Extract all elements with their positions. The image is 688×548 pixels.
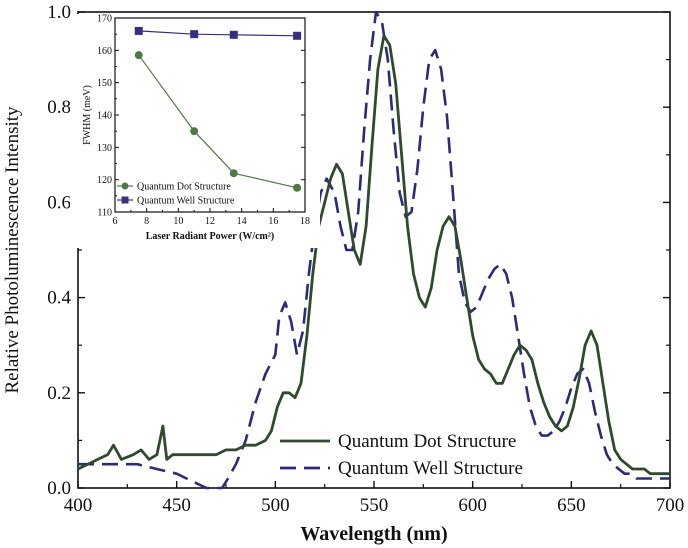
- inset-point-quantum-well: [190, 30, 199, 39]
- inset-x-tick-label: 18: [300, 216, 310, 227]
- main-y-tick-label: 0.8: [47, 97, 71, 118]
- inset-x-tick-label: 14: [237, 216, 247, 227]
- inset-series-line-quantum-dot: [138, 54, 298, 189]
- main-x-tick-label: 400: [64, 495, 93, 516]
- main-series-line-quantum-dot: [77, 34, 670, 476]
- inset-legend: Quantum Dot Structure Quantum Well Struc…: [117, 182, 235, 207]
- inset-x-tick-label: 12: [205, 216, 215, 227]
- main-y-axis-label: Relative Photoluminescence Intensity: [2, 106, 23, 394]
- main-x-tick-label: 600: [458, 495, 487, 516]
- main-x-tick-label: 500: [261, 495, 290, 516]
- main-x-tick-label: 450: [162, 495, 191, 516]
- legend-label-quantum-dot: Quantum Dot Structure: [338, 431, 516, 452]
- inset-y-tick-label: 170: [97, 14, 112, 25]
- inset-point-quantum-well: [229, 30, 238, 39]
- inset-point-quantum-dot: [190, 127, 199, 136]
- main-y-tick-label: 0.6: [47, 192, 71, 213]
- inset-legend-label-quantum-well: Quantum Well Structure: [137, 196, 235, 207]
- inset-series-group: [134, 26, 302, 192]
- main-legend: Quantum Dot Structure Quantum Well Struc…: [280, 431, 523, 479]
- main-series-group: [77, 10, 670, 490]
- inset-x-axis-label: Laser Radiant Power (W/cm²): [146, 231, 274, 242]
- main-x-tick-label: 550: [360, 495, 389, 516]
- inset-x-tick-label: 10: [173, 216, 183, 227]
- inset-axes-group: 6 8 10 12 14 16 18 110 120 130 140 150 160 170: [97, 14, 310, 228]
- main-y-tick-label: 0.4: [47, 288, 71, 309]
- inset-legend-marker-quantum-dot: [121, 182, 129, 190]
- inset-chart: 6 8 10 12 14 16 18 110 120 130 140 150 160 170 Laser …: [70, 14, 320, 248]
- main-x-tick-label: 650: [557, 495, 586, 516]
- main-y-tick-label: 0.2: [47, 383, 71, 404]
- inset-series-line-quantum-well: [138, 30, 298, 37]
- main-y-tick-label: 0.0: [47, 478, 71, 499]
- inset-point-quantum-dot: [229, 169, 238, 178]
- main-axes-group: 400 450 500 550 600 650 700 0.0 0.2 0.4 0.6 0.8 1.0: [47, 2, 684, 516]
- inset-x-tick-label: 16: [268, 216, 278, 227]
- main-x-tick-label: 700: [656, 495, 685, 516]
- inset-y-tick-label: 130: [97, 143, 112, 154]
- inset-point-quantum-dot: [293, 183, 302, 192]
- inset-x-tick-label: 8: [144, 216, 149, 227]
- inset-point-quantum-well: [293, 31, 302, 40]
- inset-point-quantum-dot: [134, 51, 143, 60]
- main-y-tick-label: 1.0: [47, 2, 71, 23]
- inset-x-tick-label: 6: [113, 216, 118, 227]
- inset-y-tick-label: 120: [97, 175, 112, 186]
- legend-label-quantum-well: Quantum Well Structure: [338, 458, 523, 479]
- inset-y-tick-label: 160: [97, 46, 112, 57]
- inset-y-tick-label: 150: [97, 78, 112, 89]
- inset-legend-marker-quantum-well: [121, 196, 129, 204]
- inset-y-tick-label: 110: [97, 208, 112, 219]
- inset-y-tick-label: 140: [97, 111, 112, 122]
- inset-y-axis-label: FWHM (meV): [82, 85, 93, 145]
- main-series-line-quantum-well: [78, 10, 670, 490]
- inset-legend-label-quantum-dot: Quantum Dot Structure: [137, 182, 231, 193]
- inset-point-quantum-well: [134, 26, 143, 35]
- main-x-axis-label: Wavelength (nm): [300, 523, 447, 545]
